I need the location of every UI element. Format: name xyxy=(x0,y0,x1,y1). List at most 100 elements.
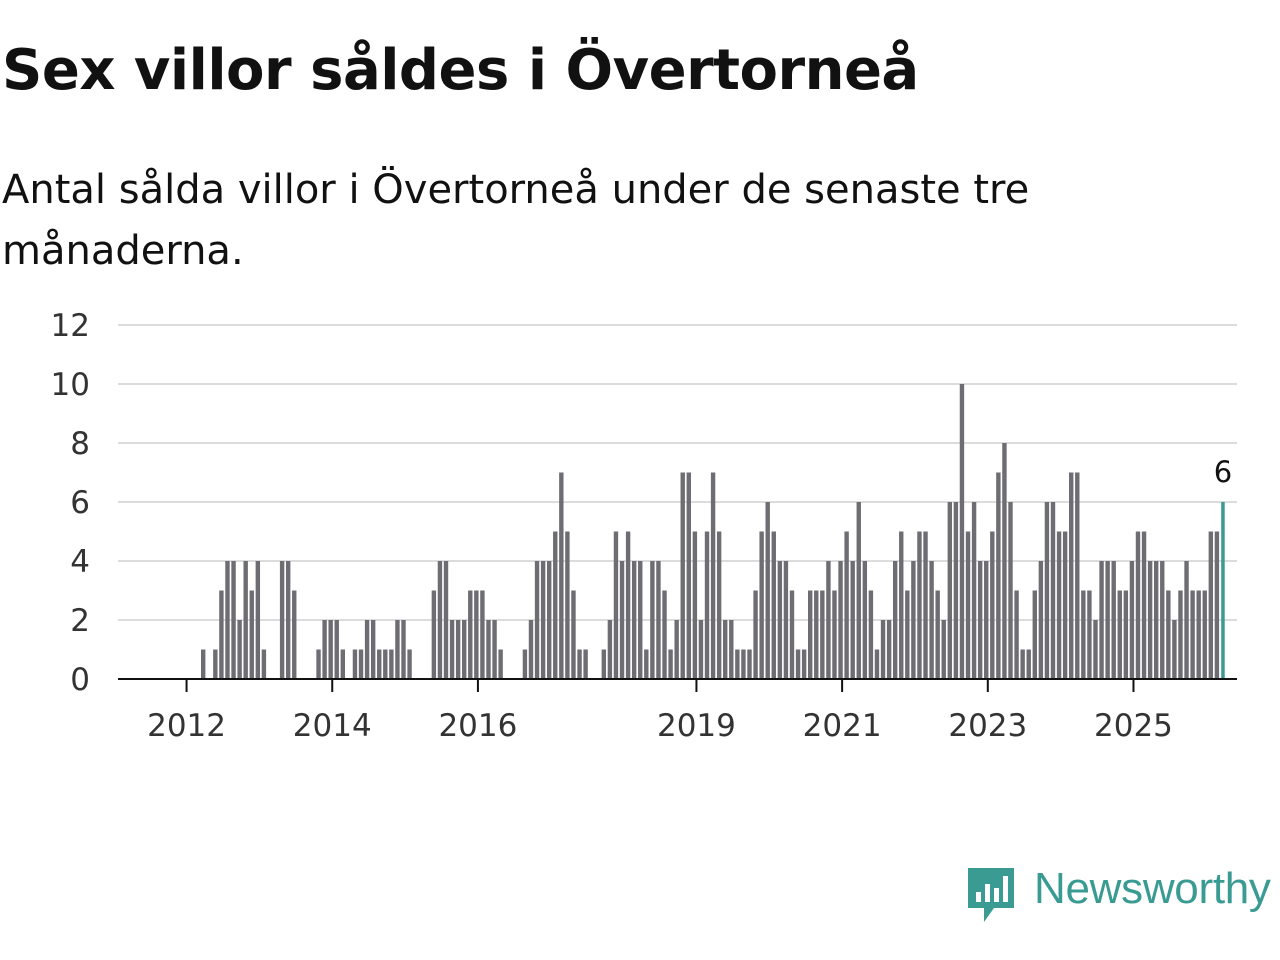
bar xyxy=(1026,649,1031,679)
bar xyxy=(820,590,825,679)
bar xyxy=(850,561,855,679)
bar xyxy=(255,561,261,679)
bar xyxy=(565,531,570,679)
x-tick-label: 2019 xyxy=(657,708,736,744)
bar xyxy=(947,502,953,679)
bar xyxy=(929,561,934,679)
chart-subtitle: Antal sålda villor i Övertorneå under de… xyxy=(2,167,1030,274)
bar xyxy=(710,472,716,679)
bar xyxy=(826,561,831,679)
bar xyxy=(243,561,248,679)
bar xyxy=(1196,590,1201,679)
y-gridlines xyxy=(118,324,1237,621)
bar xyxy=(219,590,224,679)
bar xyxy=(237,620,242,679)
bar-highlight xyxy=(1221,502,1225,679)
bar xyxy=(498,649,503,679)
bar xyxy=(723,620,728,679)
bar xyxy=(1002,443,1007,679)
bar xyxy=(261,649,267,679)
bar xyxy=(389,649,394,679)
bar xyxy=(1129,561,1135,679)
bar xyxy=(759,531,764,679)
bar xyxy=(692,531,698,679)
bar xyxy=(364,620,370,679)
bar xyxy=(1184,561,1189,679)
bar xyxy=(631,561,637,679)
bar-chart: 0 2 4 6 8 10 12 2012 2014 2016 2019 2021 2023 2025 6 xyxy=(51,308,1237,744)
bar xyxy=(449,620,455,679)
bar xyxy=(650,561,655,679)
bar xyxy=(613,531,619,679)
bar xyxy=(322,620,327,679)
bar xyxy=(808,590,813,679)
y-tick-label: 6 xyxy=(70,485,90,521)
bar xyxy=(856,502,861,679)
bar xyxy=(747,649,752,679)
bar xyxy=(662,590,667,679)
x-tick-label: 2012 xyxy=(147,708,226,744)
bar xyxy=(1014,590,1019,679)
bar xyxy=(522,649,528,679)
bar xyxy=(407,649,412,679)
y-tick-label: 0 xyxy=(70,662,90,698)
bar xyxy=(292,590,297,679)
bar xyxy=(868,590,874,679)
bar xyxy=(1087,590,1092,679)
bar xyxy=(741,649,746,679)
bar xyxy=(899,531,904,679)
bar xyxy=(716,531,722,679)
bar xyxy=(1044,502,1050,679)
bar xyxy=(213,649,218,679)
bar xyxy=(559,472,564,679)
bar xyxy=(377,649,382,679)
bar xyxy=(892,561,898,679)
bar xyxy=(480,590,485,679)
bar xyxy=(844,531,849,679)
bar xyxy=(783,561,789,679)
bar xyxy=(443,561,449,679)
bar xyxy=(1069,472,1074,679)
bar xyxy=(437,561,443,679)
bar xyxy=(553,531,558,679)
brand-name: Newsworthy xyxy=(1034,864,1271,913)
bar xyxy=(340,649,346,679)
x-tick-label: 2014 xyxy=(293,708,372,744)
highlight-value-label: 6 xyxy=(1214,455,1232,489)
bar xyxy=(977,561,983,679)
bar xyxy=(874,649,880,679)
bar xyxy=(1050,502,1056,679)
bar xyxy=(468,590,473,679)
bar xyxy=(911,561,916,679)
bar xyxy=(1081,590,1086,679)
bar xyxy=(583,649,588,679)
bar xyxy=(771,531,776,679)
bar xyxy=(971,502,977,679)
y-tick-label: 12 xyxy=(51,308,90,344)
bar xyxy=(1099,561,1104,679)
bar xyxy=(1093,620,1098,679)
bar xyxy=(1123,590,1129,679)
bar xyxy=(795,649,801,679)
bar xyxy=(455,620,461,679)
bar xyxy=(401,620,406,679)
bar xyxy=(1178,590,1183,679)
bar xyxy=(935,590,940,679)
y-tick-label: 8 xyxy=(70,426,90,462)
bar xyxy=(279,561,285,679)
x-tick-label: 2021 xyxy=(803,708,882,744)
bar xyxy=(486,620,491,679)
bar xyxy=(1153,561,1159,679)
bar xyxy=(431,590,437,679)
bar xyxy=(571,590,576,679)
bar xyxy=(201,649,206,679)
bar xyxy=(370,620,376,679)
bar xyxy=(316,649,321,679)
bar xyxy=(905,590,910,679)
bar xyxy=(601,649,607,679)
bar xyxy=(625,531,631,679)
bar xyxy=(984,561,989,679)
bar xyxy=(941,620,946,679)
bar xyxy=(249,590,254,679)
chart-title: Sex villor såldes i Övertorneå xyxy=(2,38,919,103)
